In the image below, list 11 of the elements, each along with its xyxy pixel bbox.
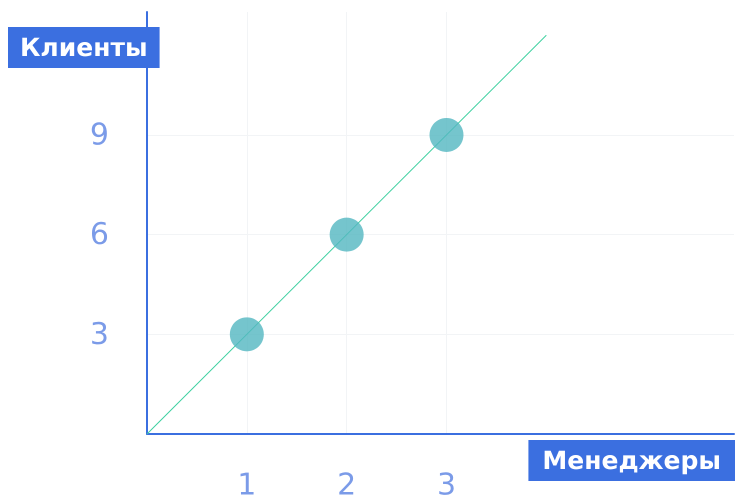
y-tick-label: 9 — [90, 117, 109, 152]
x-tick-label: 3 — [436, 468, 456, 500]
x-axis-title: Менеджеры — [542, 446, 722, 475]
x-tick-label: 2 — [337, 468, 356, 500]
y-tick-label: 6 — [90, 217, 109, 252]
y-axis-title: Клиенты — [20, 33, 148, 62]
point — [430, 118, 464, 152]
y-tick-label: 3 — [90, 316, 109, 352]
point — [230, 317, 264, 352]
point — [330, 218, 364, 252]
x-tick-label: 1 — [237, 468, 256, 500]
